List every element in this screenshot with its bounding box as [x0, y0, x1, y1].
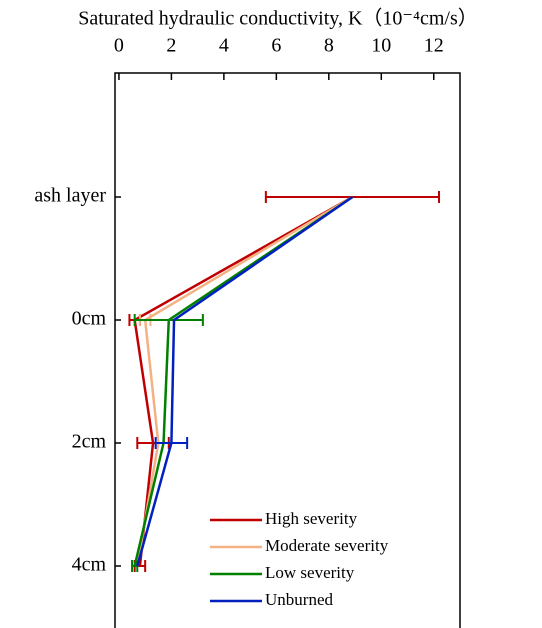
- x-tick-label: 6: [271, 35, 281, 57]
- x-tick-label: 8: [324, 35, 334, 57]
- y-tick-label: 0cm: [72, 308, 107, 330]
- series-line: [136, 195, 354, 567]
- series-line: [136, 195, 354, 567]
- error-bar: [133, 314, 204, 326]
- x-tick-label: 0: [114, 35, 124, 57]
- x-tick-label: 2: [166, 35, 176, 57]
- legend-text: Unburned: [265, 590, 333, 609]
- x-tick-label: 10: [371, 35, 391, 57]
- error-bar: [154, 437, 189, 449]
- legend-text: High severity: [265, 509, 358, 528]
- series-line: [133, 195, 354, 567]
- y-tick-label: 4cm: [72, 554, 107, 576]
- y-tick-label: 2cm: [72, 431, 107, 453]
- x-tick-label: 12: [424, 35, 444, 57]
- x-tick-label: 4: [219, 35, 229, 57]
- series-line: [133, 195, 354, 567]
- legend-text: Moderate severity: [265, 536, 389, 555]
- legend-text: Low severity: [265, 563, 355, 582]
- plot-frame: [114, 72, 461, 628]
- chart-title: Saturated hydraulic conductivity, K（10⁻⁴…: [78, 7, 477, 30]
- y-tick-label: ash layer: [34, 185, 106, 207]
